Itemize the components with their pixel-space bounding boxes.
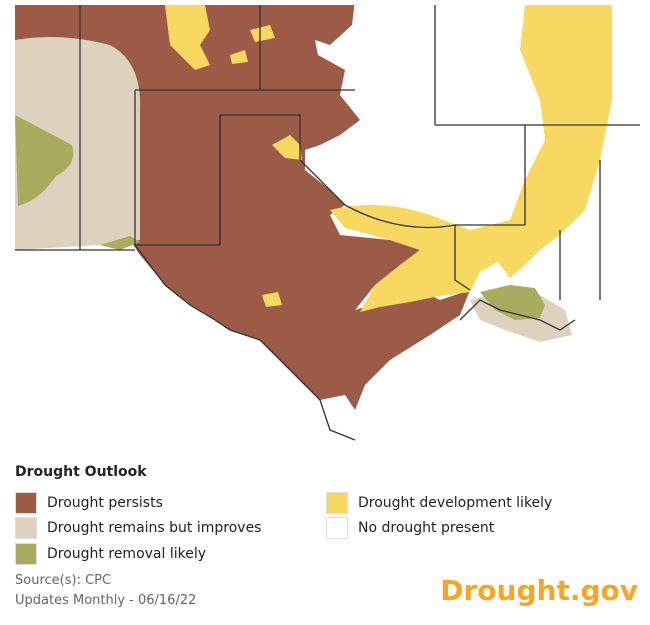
legend-swatch (326, 492, 348, 514)
legend-label: Drought removal likely (47, 546, 207, 562)
state-borders (15, 5, 640, 441)
legend-label: Drought remains but improves (47, 520, 262, 536)
development-area (420, 268, 436, 285)
improves-area (15, 36, 141, 251)
drought-map (15, 5, 640, 441)
removal-area (15, 115, 74, 206)
legend-item: Drought removal likely (15, 543, 206, 565)
legend-swatch (326, 517, 348, 539)
updates: Updates Monthly - 06/16/22 (15, 593, 197, 608)
development-area (330, 5, 612, 312)
legend-item: Drought development likely (326, 492, 552, 514)
development-area (262, 292, 282, 307)
legend-title: Drought Outlook (15, 464, 147, 480)
legend-swatch (15, 517, 37, 539)
development-area (230, 50, 248, 64)
legend-swatch (15, 492, 37, 514)
logo[interactable]: Drought.gov (440, 574, 638, 607)
removal-area (100, 236, 140, 250)
legend-item: No drought present (326, 517, 494, 539)
development-area (165, 5, 210, 70)
legend-item: Drought remains but improves (15, 517, 261, 539)
development-area (250, 25, 275, 42)
source: Source(s): CPC (15, 573, 112, 588)
legend-label: Drought development likely (358, 495, 553, 511)
legend-item: Drought persists (15, 492, 163, 514)
removal-area (480, 285, 545, 320)
legend-label: No drought present (358, 520, 495, 536)
legend-label: Drought persists (47, 495, 163, 511)
development-area (272, 135, 302, 160)
legend-swatch (15, 543, 37, 565)
